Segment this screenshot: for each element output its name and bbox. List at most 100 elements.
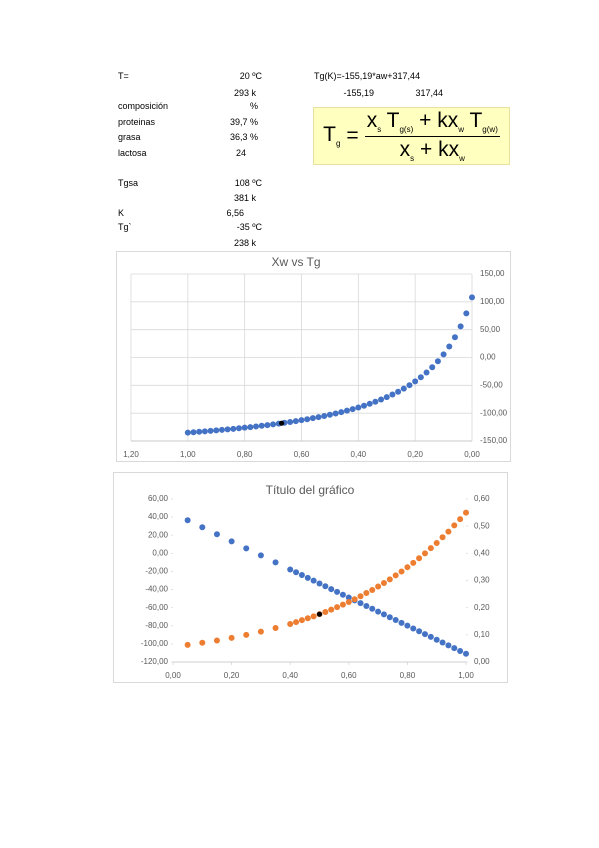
formula-lhs: Tg — [323, 123, 340, 148]
cell-value: 381 k — [233, 193, 256, 203]
point — [351, 596, 358, 603]
y2-tick-label: 0,00 — [474, 657, 490, 666]
point — [184, 429, 191, 436]
point — [213, 637, 220, 644]
y2-tick-label: 0,10 — [474, 630, 490, 639]
point — [343, 407, 350, 414]
point — [446, 343, 453, 350]
y-tick-label: 100,00 — [480, 297, 505, 306]
y-tick-label: 50,00 — [480, 325, 501, 334]
point — [372, 398, 379, 405]
point — [315, 414, 322, 421]
point — [218, 426, 225, 433]
point — [400, 385, 407, 392]
y-tick-label: 20,00 — [148, 530, 169, 539]
y-tick-label: -100,00 — [480, 408, 508, 417]
point — [264, 422, 271, 429]
point — [310, 577, 317, 584]
cell-value: 238 k — [233, 238, 256, 248]
y-tick-label: -80,00 — [145, 621, 168, 630]
cell-value: 108 ºC — [234, 178, 262, 188]
point — [243, 631, 250, 638]
y-tick-label: 150,00 — [480, 269, 505, 278]
point — [270, 421, 277, 428]
point — [213, 531, 220, 538]
point — [332, 410, 339, 417]
point — [457, 323, 464, 330]
point — [334, 604, 341, 611]
point — [228, 538, 235, 545]
point — [287, 418, 294, 425]
x-tick-label: 0,00 — [464, 450, 480, 459]
intercept: 317,44 — [415, 88, 443, 98]
point — [363, 602, 370, 609]
cell-label: lactosa — [118, 148, 147, 158]
y-tick-label: 0,00 — [152, 548, 168, 557]
point — [398, 619, 405, 626]
point — [433, 540, 440, 547]
point — [298, 417, 305, 424]
y2-tick-label: 0,20 — [474, 603, 490, 612]
y2-tick-label: 0,60 — [474, 494, 490, 503]
point — [421, 550, 428, 557]
point — [304, 416, 311, 423]
cell-value: 36,3 % — [229, 132, 258, 142]
point — [378, 396, 385, 403]
cell-label: Tgsa — [118, 178, 139, 188]
point — [451, 522, 458, 529]
point — [457, 516, 464, 523]
point — [463, 509, 469, 516]
x-tick-label: 0,40 — [282, 671, 298, 680]
point — [228, 634, 235, 641]
y-tick-label: -20,00 — [145, 567, 168, 576]
point — [416, 628, 423, 635]
point — [439, 534, 446, 541]
x-tick-label: 1,00 — [458, 671, 474, 680]
point — [398, 568, 405, 575]
cell-value: -35 ºC — [236, 222, 262, 232]
y-tick-label: 40,00 — [148, 512, 169, 521]
point — [309, 415, 316, 422]
point — [386, 614, 393, 621]
point — [279, 420, 285, 426]
point — [416, 555, 423, 562]
point — [366, 400, 373, 407]
point — [199, 639, 206, 646]
cell-label: K — [118, 208, 125, 218]
point — [258, 422, 265, 429]
subscript: w — [458, 125, 464, 135]
cell-value: % — [249, 101, 258, 111]
point — [375, 583, 382, 590]
point — [257, 552, 264, 559]
point — [469, 294, 475, 301]
point — [463, 650, 469, 657]
point — [433, 636, 440, 643]
point — [334, 588, 341, 595]
point — [375, 608, 382, 615]
point — [224, 426, 231, 433]
cell-value: 6,56 — [226, 208, 244, 218]
cell-label: Tg` — [118, 222, 132, 232]
denominator: xs + kxw — [400, 137, 465, 163]
point — [463, 310, 470, 317]
y-tick-label: -100,00 — [141, 639, 169, 648]
chart-title: Título del gráfico — [266, 483, 355, 497]
point — [304, 574, 311, 581]
y2-tick-label: 0,50 — [474, 521, 490, 530]
point — [199, 524, 206, 531]
cell-label: composición — [118, 101, 169, 111]
symbol: x — [399, 137, 411, 161]
x-tick-label: 0,60 — [294, 450, 310, 459]
symbol: + kx — [420, 137, 460, 161]
formula: Tg = xs Tg(s) + kxw Tg(w) xs + kxw — [313, 107, 510, 165]
y-tick-label: 0,00 — [480, 353, 496, 362]
point — [207, 427, 214, 434]
x-tick-label: 0,80 — [400, 671, 416, 680]
point — [304, 615, 311, 622]
x-tick-label: 0,40 — [351, 450, 367, 459]
point — [272, 559, 279, 566]
point — [241, 424, 248, 431]
point — [361, 402, 368, 409]
point — [440, 351, 447, 358]
